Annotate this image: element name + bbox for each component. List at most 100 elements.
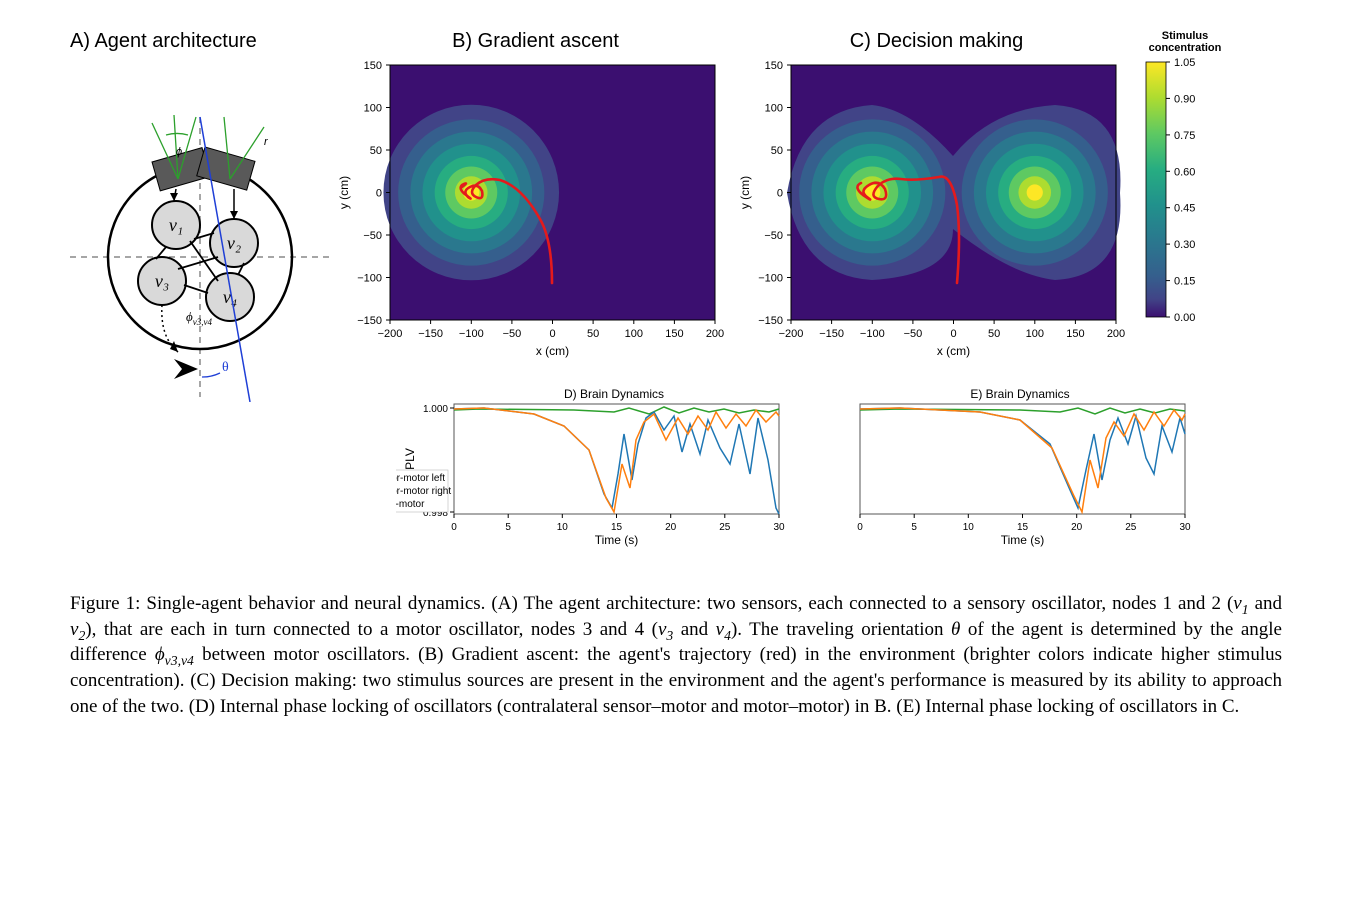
- panel-d: D) Brain Dynamics 0: [396, 386, 796, 561]
- svg-text:30: 30: [773, 522, 785, 533]
- svg-text:−150: −150: [418, 328, 443, 340]
- svg-text:10: 10: [557, 522, 569, 533]
- panels-row: A) Agent architecture ϕ: [70, 30, 1282, 561]
- svg-text:0: 0: [451, 522, 457, 533]
- panel-b: B) Gradient ascent: [338, 30, 733, 382]
- svg-text:20: 20: [1071, 522, 1083, 533]
- panel-c-svg: −200 −150 −100 −50 0 50 100 150 200: [739, 57, 1134, 377]
- svg-text:−150: −150: [819, 328, 844, 340]
- svg-text:v₁: v₁: [169, 215, 183, 235]
- colorbar: Stimulusconcentration: [1140, 30, 1230, 349]
- svg-text:5: 5: [911, 522, 917, 533]
- svg-text:0: 0: [549, 328, 555, 340]
- svg-text:15: 15: [1017, 522, 1029, 533]
- panel-a-title: A) Agent architecture: [70, 30, 330, 53]
- svg-text:−150: −150: [758, 315, 783, 327]
- svg-text:sensor-motor left: sensor-motor left: [396, 473, 445, 484]
- svg-text:0.15: 0.15: [1174, 276, 1195, 288]
- agent-architecture-svg: ϕ r v₁ v₂ v₃ v₄: [70, 57, 330, 402]
- svg-text:0.00: 0.00: [1174, 312, 1195, 324]
- svg-text:150: 150: [765, 60, 783, 72]
- colorbar-title: Stimulusconcentration: [1140, 30, 1230, 54]
- svg-text:50: 50: [587, 328, 599, 340]
- svg-text:0.75: 0.75: [1174, 130, 1195, 142]
- svg-text:20: 20: [665, 522, 677, 533]
- svg-text:0: 0: [376, 188, 382, 200]
- svg-text:PLV: PLV: [403, 448, 417, 470]
- panel-c-title: C) Decision making: [739, 30, 1134, 53]
- svg-text:0.30: 0.30: [1174, 239, 1195, 251]
- svg-text:−100: −100: [758, 273, 783, 285]
- svg-text:50: 50: [370, 145, 382, 157]
- svg-text:motor-motor: motor-motor: [396, 499, 425, 510]
- panel-b-xticks: −200 −150 −100 −50 0 50 100 150 200: [378, 320, 725, 340]
- svg-text:5: 5: [505, 522, 511, 533]
- svg-text:15: 15: [611, 522, 623, 533]
- panel-c: C) Decision making: [739, 30, 1134, 382]
- svg-text:100: 100: [625, 328, 643, 340]
- panel-d-svg: D) Brain Dynamics 0: [396, 386, 796, 556]
- svg-text:0.60: 0.60: [1174, 166, 1195, 178]
- svg-text:10: 10: [963, 522, 975, 533]
- panel-b-title: B) Gradient ascent: [338, 30, 733, 53]
- svg-text:50: 50: [771, 145, 783, 157]
- row-b-c: B) Gradient ascent: [338, 30, 1282, 382]
- svg-text:150: 150: [665, 328, 683, 340]
- panel-d-legend: sensor-motor left sensor-motor right mot…: [396, 470, 451, 512]
- svg-text:sensor-motor right: sensor-motor right: [396, 486, 451, 497]
- panel-c-xticks: −200 −150 −100 −50 0 50 100 150 200: [779, 320, 1126, 340]
- svg-text:150: 150: [364, 60, 382, 72]
- svg-text:−100: −100: [459, 328, 484, 340]
- svg-text:−50: −50: [363, 230, 382, 242]
- colorbar-svg: 1.05 0.90 0.75 0.60 0.45 0.30 0.15 0.00: [1140, 54, 1230, 344]
- svg-text:1.05: 1.05: [1174, 57, 1195, 69]
- svg-text:x (cm): x (cm): [536, 344, 569, 358]
- svg-text:25: 25: [719, 522, 731, 533]
- panel-e: E) Brain Dynamics 0 5 10 15 20: [802, 386, 1202, 561]
- panel-c-right-contours: [962, 119, 1108, 265]
- svg-text:30: 30: [1179, 522, 1191, 533]
- caption-label: Figure 1:: [70, 593, 140, 614]
- svg-text:E) Brain Dynamics: E) Brain Dynamics: [970, 387, 1069, 401]
- figure-caption: Figure 1: Single-agent behavior and neur…: [70, 591, 1282, 719]
- svg-text:−100: −100: [357, 273, 382, 285]
- svg-text:0: 0: [950, 328, 956, 340]
- svg-text:x (cm): x (cm): [937, 344, 970, 358]
- svg-text:−200: −200: [779, 328, 804, 340]
- panel-a: A) Agent architecture ϕ: [70, 30, 330, 407]
- panel-c-yticks: 150 100 50 0 −50 −100 −150: [758, 60, 791, 327]
- svg-text:Time (s): Time (s): [1001, 533, 1045, 547]
- svg-text:−50: −50: [904, 328, 923, 340]
- svg-text:0.90: 0.90: [1174, 94, 1195, 106]
- svg-text:−150: −150: [357, 315, 382, 327]
- svg-text:100: 100: [1026, 328, 1044, 340]
- row-d-e: D) Brain Dynamics 0: [338, 386, 1282, 561]
- svg-text:r: r: [264, 136, 269, 148]
- panel-c-left-contours: [799, 119, 945, 265]
- svg-text:D) Brain Dynamics: D) Brain Dynamics: [564, 387, 664, 401]
- colorbar-ticks: 1.05 0.90 0.75 0.60 0.45 0.30 0.15 0.00: [1166, 57, 1195, 324]
- svg-text:150: 150: [1066, 328, 1084, 340]
- figure-1: A) Agent architecture ϕ: [0, 0, 1352, 729]
- svg-text:y (cm): y (cm): [338, 176, 351, 209]
- svg-text:v₃: v₃: [155, 271, 169, 291]
- svg-text:200: 200: [1107, 328, 1125, 340]
- svg-text:θ: θ: [222, 360, 229, 375]
- svg-text:25: 25: [1125, 522, 1137, 533]
- svg-text:−50: −50: [503, 328, 522, 340]
- panel-b-svg: −200 −150 −100 −50 0 50 100 150 200: [338, 57, 733, 377]
- svg-text:0.45: 0.45: [1174, 203, 1195, 215]
- svg-text:100: 100: [765, 103, 783, 115]
- svg-text:ϕ: ϕ: [176, 146, 182, 158]
- svg-text:200: 200: [706, 328, 724, 340]
- svg-text:−100: −100: [860, 328, 885, 340]
- svg-text:100: 100: [364, 103, 382, 115]
- svg-text:−50: −50: [764, 230, 783, 242]
- svg-text:v₂: v₂: [227, 233, 241, 253]
- svg-text:ϕv3,v4: ϕv3,v4: [186, 309, 212, 327]
- panel-e-svg: E) Brain Dynamics 0 5 10 15 20: [802, 386, 1202, 556]
- right-column: B) Gradient ascent: [338, 30, 1282, 561]
- svg-text:50: 50: [988, 328, 1000, 340]
- svg-text:0: 0: [857, 522, 863, 533]
- svg-text:−200: −200: [378, 328, 403, 340]
